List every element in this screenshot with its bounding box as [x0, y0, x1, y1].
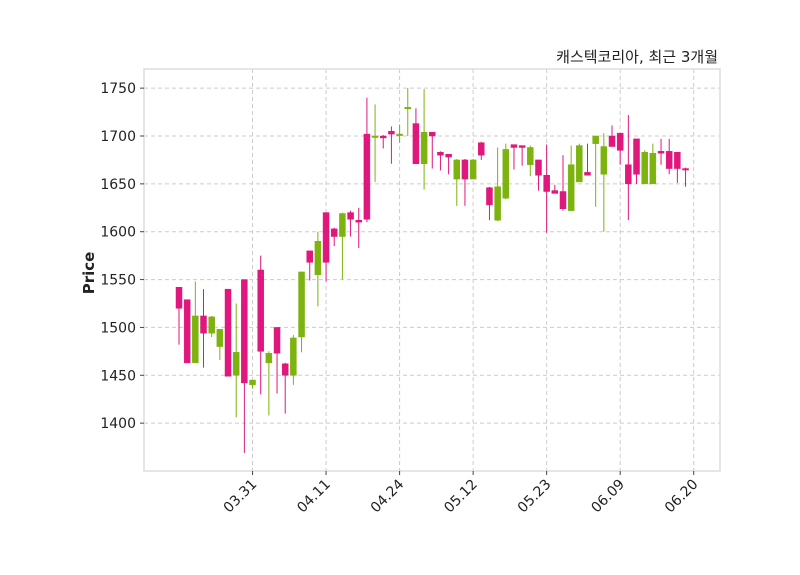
candle-body — [175, 286, 183, 309]
y-tick-label: 1600 — [100, 225, 136, 241]
candle-body — [453, 159, 461, 180]
y-tick-label: 1400 — [100, 416, 136, 432]
candle-body — [330, 228, 338, 237]
y-axis-title: Price — [80, 252, 98, 295]
y-tick-label: 1700 — [100, 129, 136, 145]
candle-body — [208, 316, 215, 334]
candle-body — [657, 151, 665, 154]
candle-body — [510, 144, 518, 148]
candle-body — [567, 164, 575, 211]
candle-body — [616, 132, 624, 151]
candle-body — [192, 315, 199, 364]
candle-body — [592, 135, 599, 144]
candle-body — [273, 327, 281, 354]
candle-body — [527, 147, 534, 165]
candle-body — [355, 219, 362, 223]
candle-body — [404, 107, 412, 110]
y-axis: 1400 1450 1500 1550 1600 1650 1700 1750 — [100, 81, 144, 432]
candle-body — [183, 299, 191, 364]
candle-body — [241, 279, 248, 384]
candle-body — [429, 131, 436, 137]
candle-body — [232, 352, 240, 376]
y-tick-label: 1550 — [100, 273, 136, 289]
candle-body — [249, 379, 256, 386]
candle-body — [412, 123, 420, 165]
candle-body — [543, 174, 550, 192]
candle-body — [200, 315, 207, 334]
candle-body — [322, 212, 330, 263]
candle-body — [682, 168, 689, 171]
candle-body — [641, 152, 648, 185]
candle-body — [306, 250, 313, 263]
y-tick-label: 1650 — [100, 177, 136, 193]
candle-body — [551, 190, 559, 194]
candle-body — [584, 172, 591, 176]
candle-body — [559, 191, 567, 209]
candle-body — [339, 213, 346, 237]
candle-body — [347, 212, 354, 220]
candle-body — [649, 152, 657, 185]
candle-body — [257, 269, 264, 352]
candle-body — [486, 187, 493, 206]
candle-body — [600, 146, 608, 175]
candle-body — [502, 149, 510, 199]
candle-body — [461, 159, 469, 180]
candle-body — [290, 337, 297, 376]
candle-body — [608, 135, 616, 147]
candle-body — [363, 133, 371, 220]
candle-body — [535, 159, 542, 176]
candle-body — [224, 288, 232, 377]
candle-body — [445, 153, 452, 158]
candle-body — [518, 145, 526, 148]
candle-body — [665, 151, 673, 169]
candle-body — [494, 186, 501, 221]
y-tick-label: 1500 — [100, 320, 136, 336]
candle-body — [380, 135, 387, 139]
candle-body — [265, 353, 273, 364]
plot-frame — [143, 68, 721, 472]
candles — [175, 88, 689, 453]
candle-body — [674, 152, 681, 169]
candle-body — [396, 133, 403, 136]
candle-body — [314, 241, 322, 276]
candle-body — [437, 152, 444, 156]
candle-body — [469, 159, 477, 180]
candle-body — [216, 329, 224, 347]
candle-body — [478, 142, 485, 156]
candle-body — [388, 130, 395, 135]
candle-body — [576, 145, 583, 183]
y-tick-label: 1450 — [100, 368, 136, 384]
candle-body — [298, 271, 305, 338]
candle-body — [420, 131, 428, 165]
candle-body — [633, 138, 640, 175]
chart-title: 캐스텍코리아, 최근 3개월 — [556, 48, 718, 66]
y-tick-label: 1750 — [100, 81, 136, 97]
candle-body — [281, 363, 289, 376]
candle-body — [625, 164, 632, 185]
candle-body — [371, 135, 379, 138]
